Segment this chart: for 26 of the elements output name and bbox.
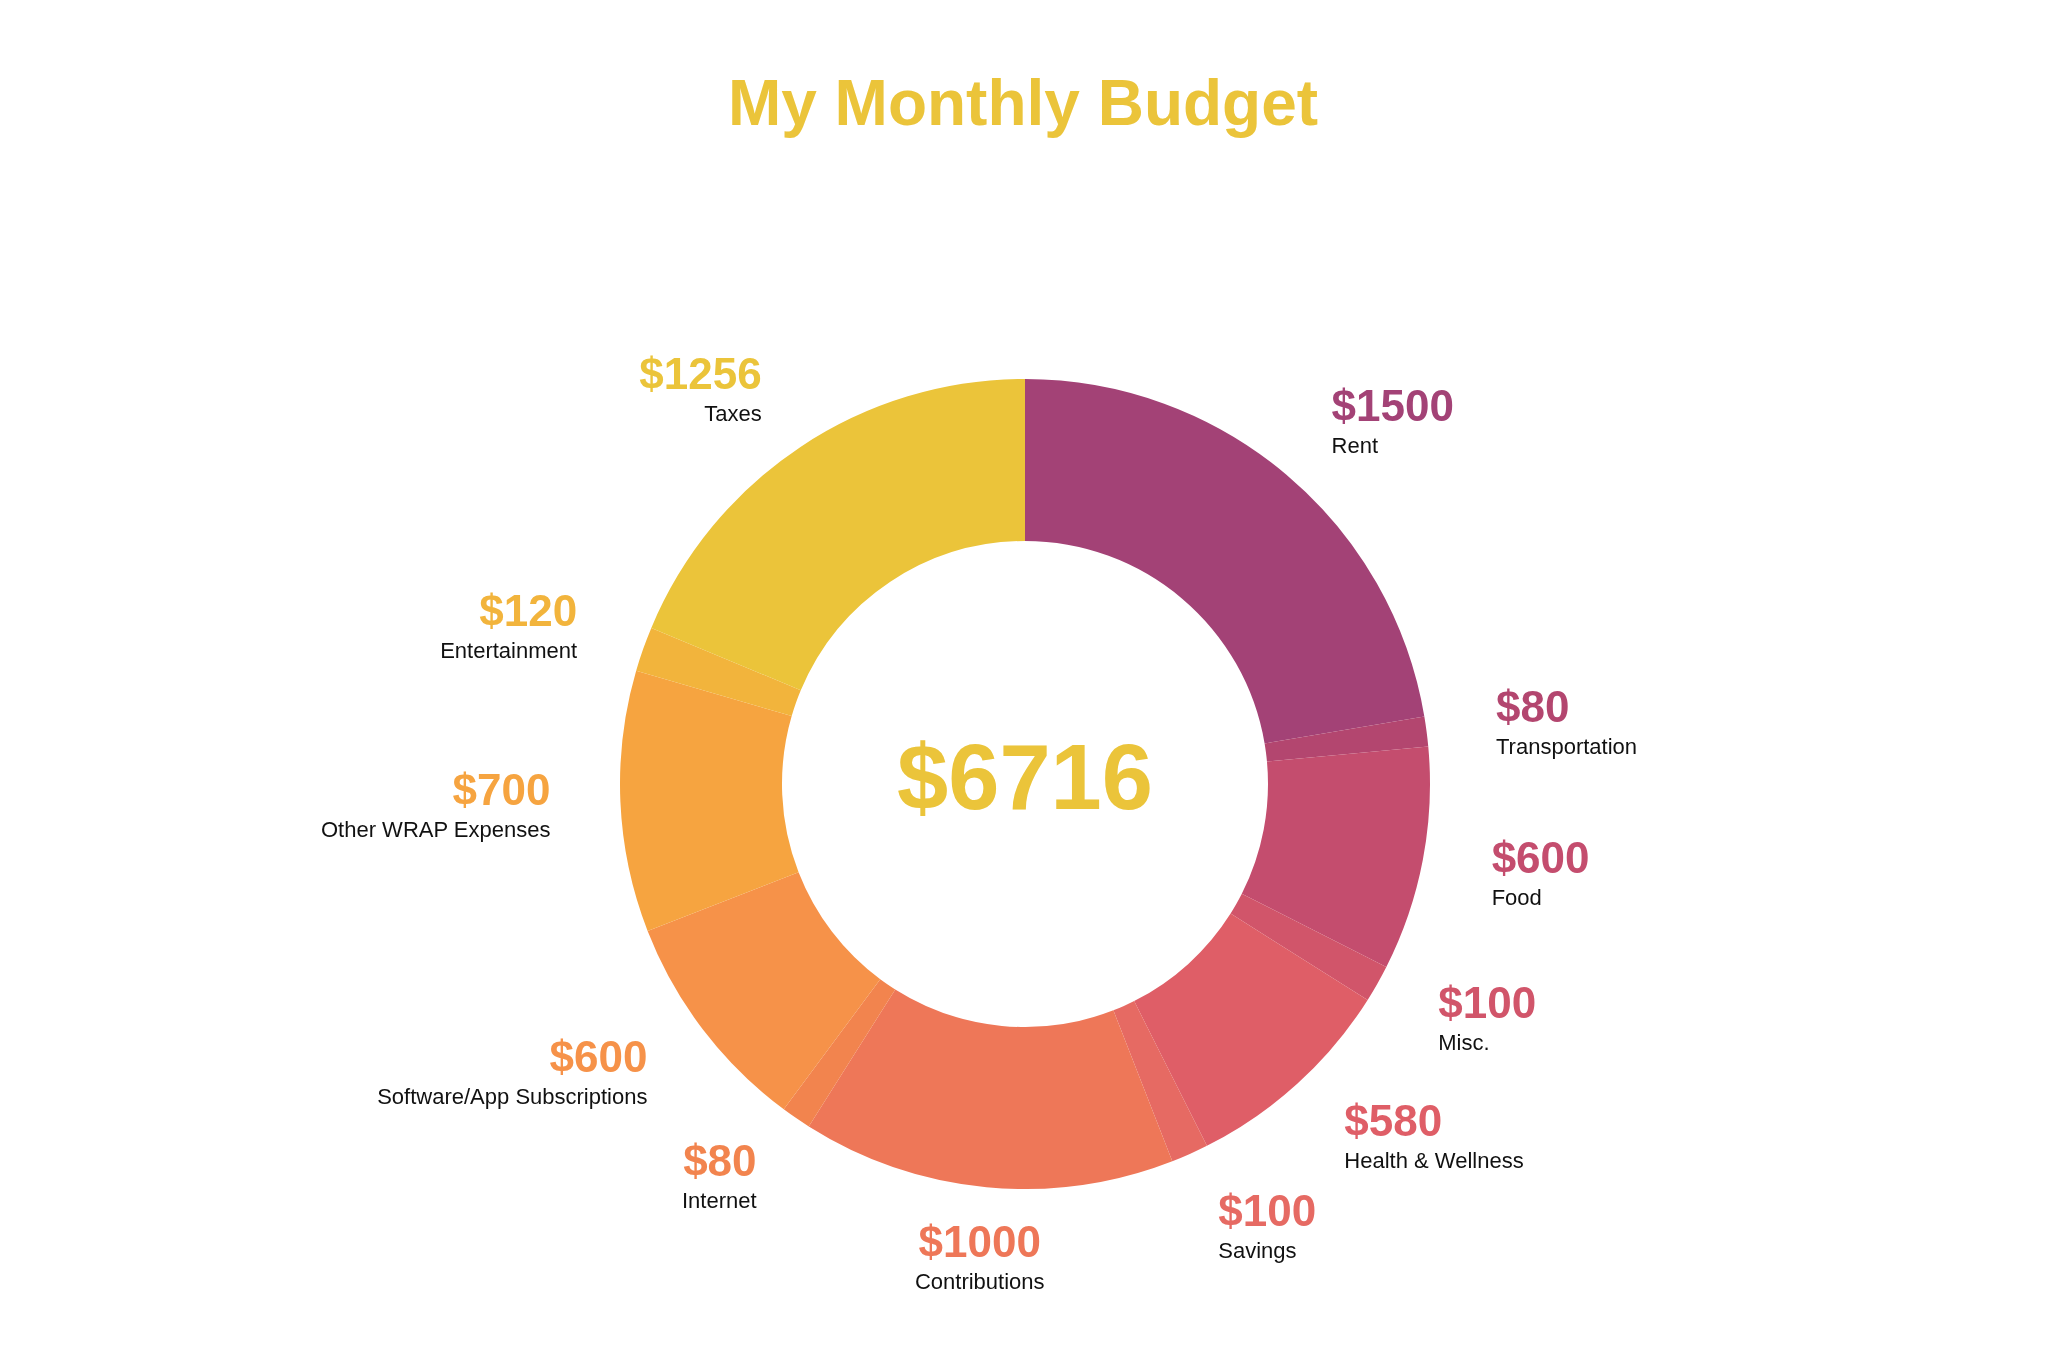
data-label: $580 [1344, 1095, 1443, 1145]
data-label: $80 [1495, 682, 1570, 732]
data-label: $1000 [918, 1216, 1041, 1266]
slice-label: Software/App Subscriptions [377, 1084, 648, 1110]
data-label: $100 [1438, 978, 1537, 1028]
slice-label: Taxes [704, 400, 762, 426]
slice-label: Food [1491, 884, 1542, 910]
data-label: $120 [479, 585, 578, 635]
data-label: $600 [1491, 832, 1590, 882]
slice-label: Internet [681, 1187, 757, 1213]
data-label: $700 [452, 764, 551, 814]
slice-label: Rent [1331, 433, 1379, 459]
slice-label: Contributions [914, 1268, 1045, 1294]
data-label: $1500 [1331, 381, 1454, 431]
slice-label: Other WRAP Expenses [320, 816, 551, 842]
slice-label: Misc. [1438, 1030, 1490, 1056]
data-label: $80 [683, 1135, 757, 1185]
slice-label: Savings [1218, 1237, 1297, 1263]
slice-label: Health & Wellness [1344, 1147, 1524, 1173]
data-label: $1256 [639, 348, 762, 398]
chart-title: My Monthly Budget [727, 66, 1319, 140]
slice-label: Transportation [1495, 734, 1638, 760]
slice-label: Entertainment [440, 637, 578, 663]
data-label: $100 [1218, 1185, 1317, 1235]
text: $6716 [897, 726, 1153, 829]
data-label: $600 [549, 1032, 648, 1082]
